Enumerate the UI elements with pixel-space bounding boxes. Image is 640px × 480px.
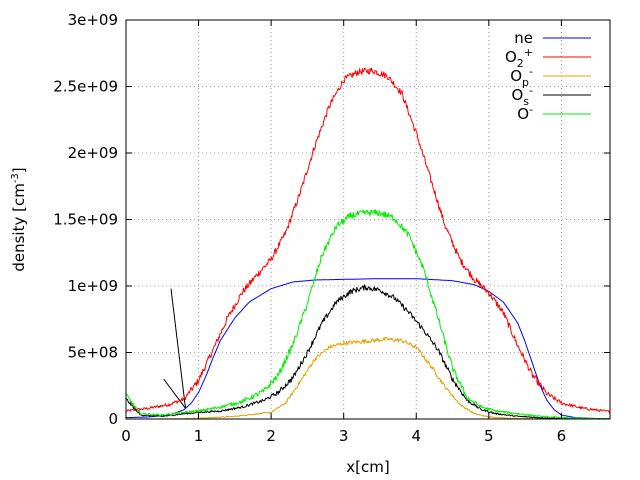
x-tick-label: 3 <box>339 427 349 445</box>
legend-label: Os- <box>511 84 533 108</box>
x-tick-label: 0 <box>121 427 131 445</box>
legend-label: O2+ <box>505 46 533 70</box>
y-axis-label-sup: -3 <box>10 173 21 183</box>
legend-label: Op- <box>510 65 533 89</box>
series-line-ne <box>125 278 610 420</box>
legend-label: O- <box>517 103 533 123</box>
tick-layer: 0 1 2 3 4 5 6 0 5e+08 1e+09 1.5e+09 2e+09 2.5e+09 3e+… <box>53 11 610 445</box>
x-axis-label: x[cm] <box>346 458 389 476</box>
x-tick-label: 6 <box>557 427 567 445</box>
series-line-Op <box>126 337 611 420</box>
series-line-Os <box>125 284 611 420</box>
series-line-O <box>125 209 610 420</box>
series-layer <box>125 67 611 420</box>
y-tick-label: 2.5e+09 <box>53 78 118 96</box>
annotation-layer <box>163 288 186 409</box>
y-axis-label: density [cm-3] <box>10 167 28 271</box>
x-tick-label: 5 <box>484 427 494 445</box>
y-tick-label: 5e+08 <box>68 344 118 362</box>
y-axis-label-prefix: density [cm <box>10 183 28 271</box>
y-tick-label: 1e+09 <box>68 277 118 295</box>
y-tick-label: 3e+09 <box>68 11 118 29</box>
y-tick-label: 1.5e+09 <box>53 211 118 229</box>
y-tick-label: 2e+09 <box>68 144 118 162</box>
y-axis-label-suffix: ] <box>10 167 28 173</box>
annotation-arrow-line <box>163 378 186 409</box>
y-tick-label: 0 <box>108 410 118 428</box>
x-tick-label: 2 <box>266 427 276 445</box>
x-tick-label: 1 <box>194 427 204 445</box>
grid-layer <box>126 20 610 419</box>
x-tick-label: 4 <box>411 427 421 445</box>
legend-label: ne <box>514 29 533 47</box>
series-line-O2 <box>125 67 611 414</box>
annotation-arrow-line <box>170 288 186 409</box>
